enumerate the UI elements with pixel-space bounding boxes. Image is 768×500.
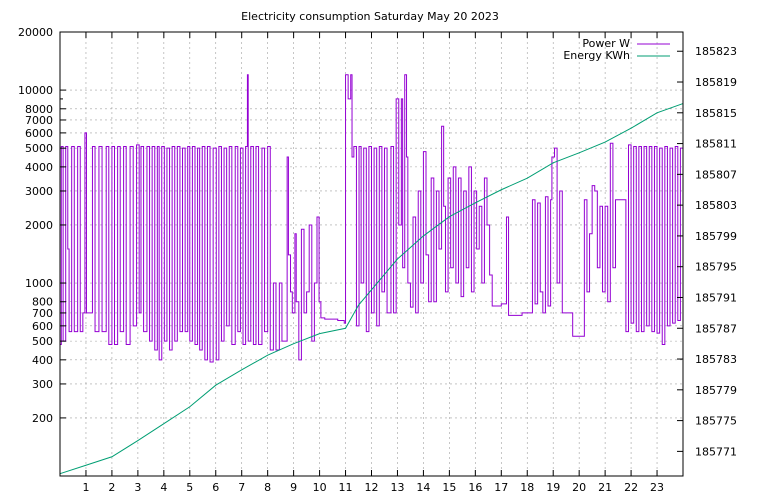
y-tick-label: 8000 bbox=[25, 103, 53, 116]
x-tick-label: 11 bbox=[339, 481, 353, 494]
x-tick-label: 1 bbox=[82, 481, 89, 494]
y-tick-label: 4000 bbox=[25, 161, 53, 174]
x-tick-label: 17 bbox=[494, 481, 508, 494]
y2-tick-label: 185775 bbox=[695, 415, 737, 428]
x-tick-label: 8 bbox=[264, 481, 271, 494]
x-tick-label: 19 bbox=[546, 481, 560, 494]
x-tick-label: 6 bbox=[212, 481, 219, 494]
chart-title: Electricity consumption Saturday May 20 … bbox=[241, 10, 499, 23]
y-tick-label: 200 bbox=[32, 412, 53, 425]
y2-tick-label: 185795 bbox=[695, 261, 737, 274]
y-tick-label: 700 bbox=[32, 307, 53, 320]
y-tick-label: 500 bbox=[32, 335, 53, 348]
y-tick-label: 300 bbox=[32, 378, 53, 391]
y2-tick-label: 185791 bbox=[695, 291, 737, 304]
y-tick-label: 5000 bbox=[25, 142, 53, 155]
y-tick-label: 400 bbox=[32, 354, 53, 367]
x-tick-label: 15 bbox=[442, 481, 456, 494]
y-tick-label: 10000 bbox=[18, 84, 53, 97]
x-tick-label: 10 bbox=[313, 481, 327, 494]
y-tick-label: 800 bbox=[32, 296, 53, 309]
legend: Power W Energy KWh bbox=[563, 37, 670, 62]
energy-series-line bbox=[59, 103, 684, 475]
series-layer bbox=[59, 74, 684, 475]
power-series-line bbox=[60, 74, 684, 363]
y-tick-label: 600 bbox=[32, 320, 53, 333]
x-tick-label: 18 bbox=[520, 481, 534, 494]
x-tick-label: 5 bbox=[186, 481, 193, 494]
y2-tick-label: 185819 bbox=[695, 76, 737, 89]
x-tick-label: 3 bbox=[134, 481, 141, 494]
x-tick-label: 21 bbox=[598, 481, 612, 494]
y2-tick-label: 185779 bbox=[695, 384, 737, 397]
y2-tick-label: 185815 bbox=[695, 107, 737, 120]
x-tick-label: 16 bbox=[468, 481, 482, 494]
x-tick-label: 14 bbox=[416, 481, 430, 494]
legend-label-energy: Energy KWh bbox=[563, 49, 630, 62]
x-tick-label: 13 bbox=[390, 481, 404, 494]
x-tick-label: 9 bbox=[290, 481, 297, 494]
y-tick-label: 6000 bbox=[25, 127, 53, 140]
y2-tick-label: 185807 bbox=[695, 168, 737, 181]
x-tick-label: 4 bbox=[160, 481, 167, 494]
y-tick-label: 7000 bbox=[25, 114, 53, 127]
x-tick-label: 2 bbox=[108, 481, 115, 494]
y-tick-label: 2000 bbox=[25, 219, 53, 232]
legend-label-power: Power W bbox=[582, 37, 630, 50]
x-tick-label: 20 bbox=[572, 481, 586, 494]
y2-tick-label: 185771 bbox=[695, 445, 737, 458]
y2-tick-label: 185823 bbox=[695, 45, 737, 58]
x-tick-label: 23 bbox=[650, 481, 664, 494]
y-tick-label: 20000 bbox=[18, 26, 53, 39]
axes: 1 2 3 4 5 6 7 8 9 10 11 12 13 14 15 16 17 18 19 20 21 22 23200… bbox=[18, 26, 737, 494]
y2-tick-label: 185811 bbox=[695, 138, 737, 151]
y-tick-label: 1000 bbox=[25, 277, 53, 290]
y2-tick-label: 185803 bbox=[695, 199, 737, 212]
x-tick-label: 12 bbox=[365, 481, 379, 494]
x-tick-label: 7 bbox=[238, 481, 245, 494]
y-tick-label: 3000 bbox=[25, 185, 53, 198]
y2-tick-label: 185783 bbox=[695, 353, 737, 366]
y2-tick-label: 185787 bbox=[695, 322, 737, 335]
x-tick-label: 22 bbox=[624, 481, 638, 494]
y2-tick-label: 185799 bbox=[695, 230, 737, 243]
